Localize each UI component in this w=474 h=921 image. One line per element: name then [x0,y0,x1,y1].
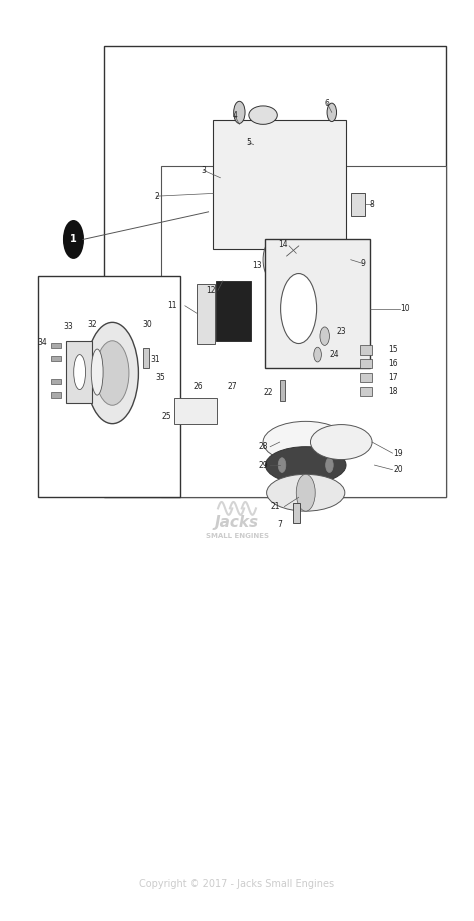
Ellipse shape [266,474,345,511]
Text: Jacks: Jacks [215,515,259,530]
Circle shape [234,101,245,123]
Circle shape [320,327,329,345]
Text: 20: 20 [393,465,403,474]
Ellipse shape [310,425,372,460]
Circle shape [263,239,284,280]
Text: 33: 33 [64,322,73,332]
Text: 15: 15 [389,345,398,355]
Circle shape [314,347,321,362]
Text: 31: 31 [151,355,160,364]
Text: 4: 4 [232,111,237,120]
FancyBboxPatch shape [161,166,446,497]
Text: 35: 35 [155,373,165,382]
Bar [51,379,61,384]
Ellipse shape [249,106,277,124]
Bar [280,380,285,401]
Ellipse shape [91,349,103,395]
Text: SMALL ENGINES: SMALL ENGINES [206,533,268,539]
Text: 21: 21 [270,502,280,511]
Text: 2: 2 [154,192,159,201]
FancyBboxPatch shape [143,348,149,368]
Text: 5: 5 [246,138,251,147]
Text: 24: 24 [329,350,339,359]
Text: 17: 17 [389,373,398,382]
Text: 22: 22 [263,388,273,397]
Bar [360,359,372,368]
Text: 18: 18 [389,387,398,396]
FancyBboxPatch shape [265,239,370,368]
Text: 19: 19 [393,449,403,458]
FancyBboxPatch shape [213,120,346,249]
Text: 12: 12 [206,286,216,295]
Text: Copyright © 2017 - Jacks Small Engines: Copyright © 2017 - Jacks Small Engines [139,880,335,889]
FancyBboxPatch shape [293,503,300,523]
Text: 29: 29 [258,460,268,470]
Bar [51,392,61,398]
Text: 16: 16 [389,359,398,368]
Circle shape [281,274,317,344]
Text: 10: 10 [401,304,410,313]
Bar [360,387,372,396]
Text: 1: 1 [70,235,77,244]
Text: 13: 13 [253,261,262,270]
Ellipse shape [265,447,346,484]
Text: 7: 7 [277,520,282,530]
Bar [51,356,61,361]
FancyBboxPatch shape [197,284,215,344]
FancyBboxPatch shape [351,193,365,216]
Circle shape [296,474,315,511]
Text: 25: 25 [161,412,171,421]
Text: 3: 3 [201,166,206,175]
Text: 11: 11 [167,301,177,310]
FancyBboxPatch shape [66,341,92,403]
Text: 26: 26 [193,382,203,391]
Bar [360,345,372,355]
Text: 32: 32 [88,320,97,329]
Text: 8: 8 [370,200,374,209]
FancyBboxPatch shape [38,276,180,497]
Text: 14: 14 [278,239,288,249]
Text: 34: 34 [38,338,47,347]
Ellipse shape [263,422,348,462]
Text: 23: 23 [337,327,346,336]
Circle shape [96,341,129,405]
Ellipse shape [74,355,86,390]
FancyBboxPatch shape [104,46,446,497]
Text: 28: 28 [258,442,268,451]
Circle shape [326,458,333,472]
FancyBboxPatch shape [174,398,217,424]
Circle shape [64,221,83,258]
Circle shape [278,458,286,472]
Text: 30: 30 [142,320,152,329]
Bar [360,373,372,382]
Text: 27: 27 [228,382,237,391]
Circle shape [86,322,138,424]
Text: 6: 6 [325,99,329,108]
FancyBboxPatch shape [216,281,251,341]
Text: 9: 9 [360,259,365,268]
Bar [51,343,61,348]
Circle shape [327,103,337,122]
